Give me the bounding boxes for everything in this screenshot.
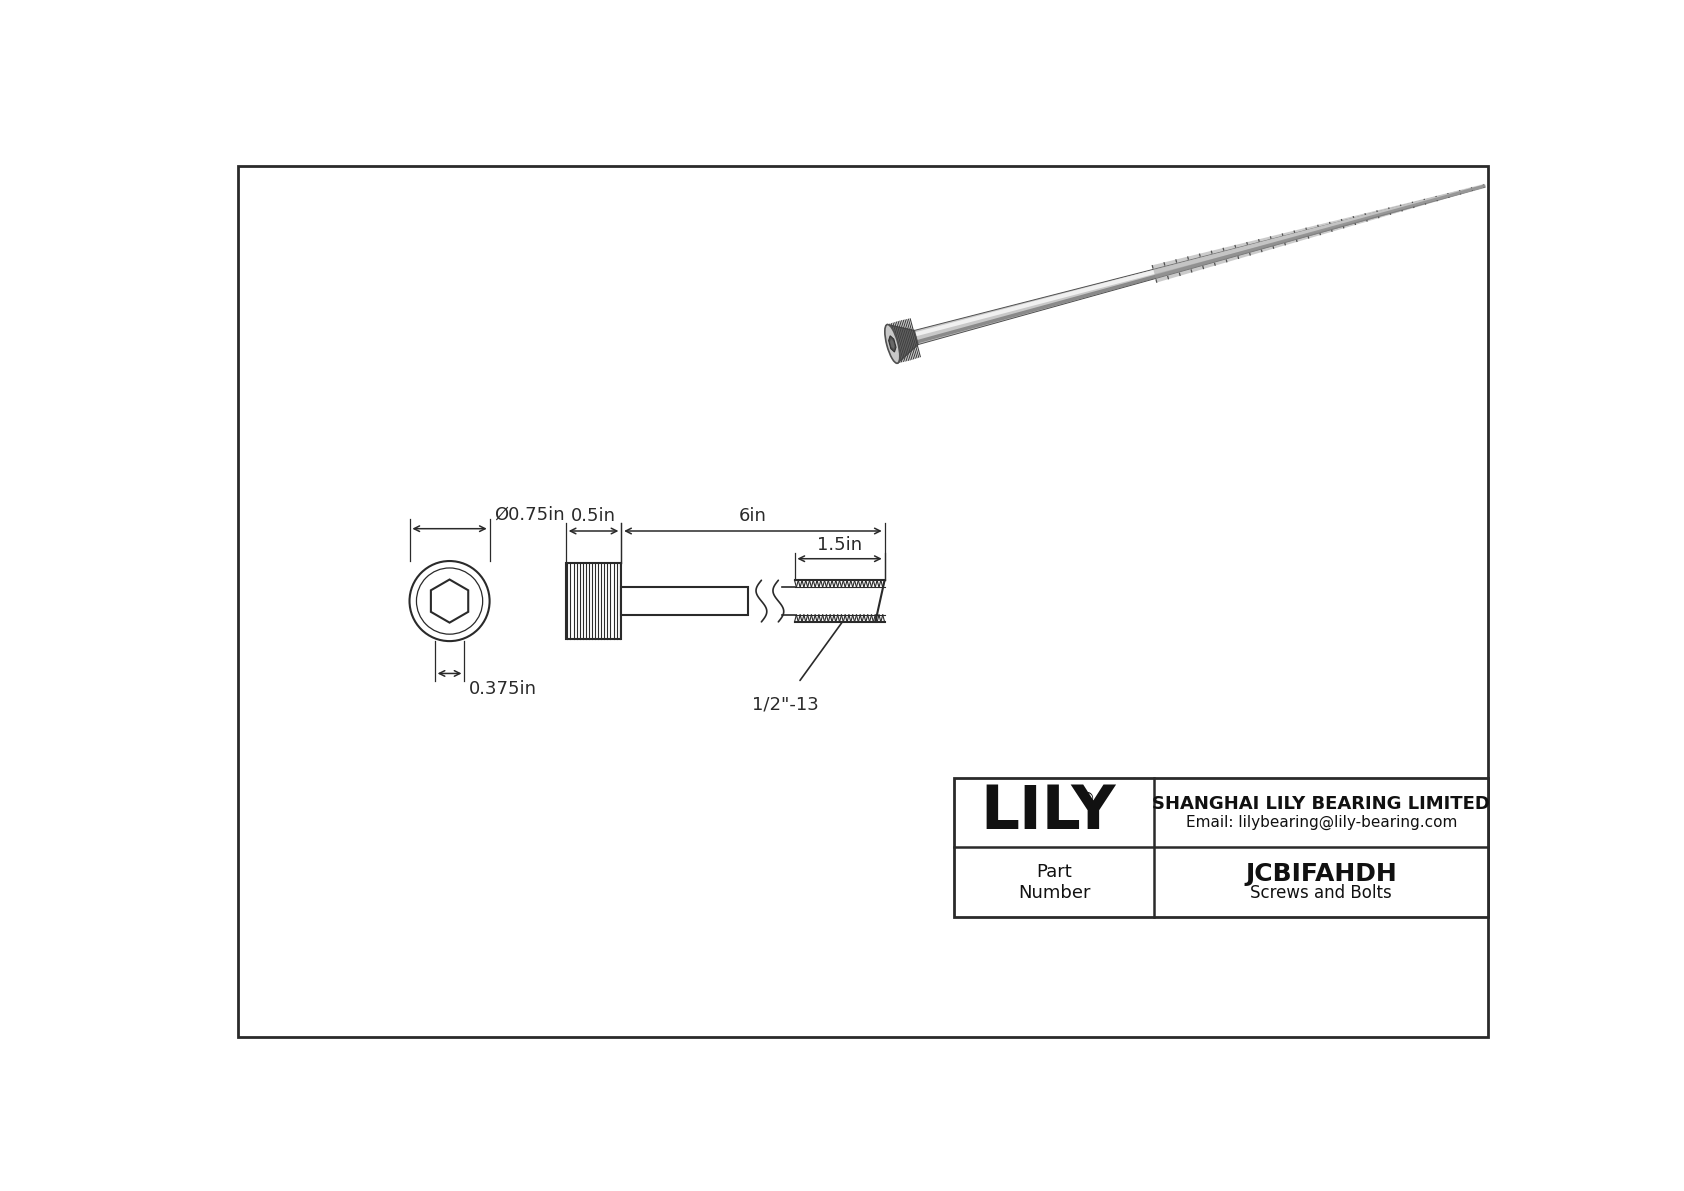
Polygon shape (889, 336, 896, 353)
Text: 1.5in: 1.5in (817, 536, 862, 554)
Text: LILY: LILY (980, 784, 1115, 842)
Circle shape (409, 561, 490, 641)
Text: Part
Number: Part Number (1017, 862, 1090, 902)
Polygon shape (1152, 185, 1484, 282)
Text: Screws and Bolts: Screws and Bolts (1250, 884, 1393, 902)
Text: SHANGHAI LILY BEARING LIMITED: SHANGHAI LILY BEARING LIMITED (1152, 794, 1490, 812)
Polygon shape (431, 580, 468, 623)
Ellipse shape (889, 338, 894, 348)
Bar (621, 587, 748, 615)
Polygon shape (891, 339, 894, 349)
Text: 0.375in: 0.375in (470, 680, 537, 698)
Text: Email: lilybearing@lily-bearing.com: Email: lilybearing@lily-bearing.com (1186, 815, 1457, 830)
Bar (953, 778, 1489, 917)
Polygon shape (914, 185, 1484, 344)
Text: JCBIFAHDH: JCBIFAHDH (1246, 862, 1398, 886)
Polygon shape (887, 324, 918, 363)
Text: 6in: 6in (739, 507, 766, 525)
Text: 0.5in: 0.5in (571, 507, 616, 525)
Text: ®: ® (1079, 792, 1096, 806)
Text: Ø0.75in: Ø0.75in (493, 506, 564, 524)
Text: 1/2"-13: 1/2"-13 (753, 696, 818, 713)
Bar (566, 563, 621, 638)
Ellipse shape (884, 324, 899, 363)
